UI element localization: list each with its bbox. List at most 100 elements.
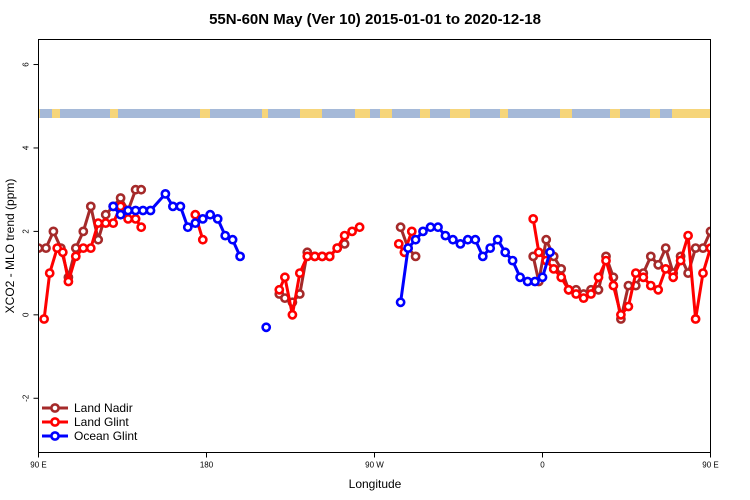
x-tick-label: 90 E [30,461,46,470]
ocean-strip-segment [392,109,420,118]
data-point [705,243,711,253]
data-point [556,272,567,283]
data-point [653,284,664,295]
data-point [545,247,555,258]
data-point [563,284,574,295]
data-point [737,203,744,210]
data-point [395,222,406,233]
y-tick-label: 4 [22,145,31,150]
data-point [227,234,238,245]
data-point [586,289,596,299]
data-point [578,293,589,303]
data-point [571,289,581,299]
y-tick-label: 2 [22,229,31,234]
data-point [433,222,443,233]
data-point [78,243,89,253]
data-point [410,234,421,245]
ocean-strip-segment [660,109,672,118]
data-point [235,251,245,262]
data-point [136,222,147,233]
data-point [418,226,428,237]
data-point [744,203,750,210]
y-axis-label: XCO2 - MLO trend (ppm) [3,179,17,314]
ocean-strip-segment [268,109,300,118]
data-point [744,211,750,218]
data-point [403,243,413,253]
data-point [220,230,231,241]
chart-title: 55N-60N May (Ver 10) 2015-01-01 to 2020-… [209,11,541,28]
data-point [274,284,285,295]
legend-item-land-glint: Land Glint [42,415,129,429]
ocean-strip-segment [322,109,355,118]
data-point [136,184,147,195]
data-point [729,253,736,260]
data-point [537,272,548,283]
ocean-strip-segment [210,109,262,118]
data-point [70,251,81,262]
y-tick-label: 0 [22,312,31,317]
data-point [44,268,55,278]
data-point [93,218,104,228]
data-point [108,218,119,228]
data-point [698,243,708,253]
data-point [744,220,750,227]
series-line [740,194,750,215]
data-point [70,243,81,253]
legend-label-land-glint: Land Glint [74,415,129,429]
data-point [601,255,611,266]
data-point [485,243,496,253]
data-point [190,218,201,228]
legend-marker-ocean-glint [50,431,60,441]
land-ocean-strip [38,109,711,118]
data-point [470,234,481,245]
data-point [115,193,126,203]
data-point [638,272,649,283]
legend: Land Nadir Land Glint Ocean Glint [42,401,138,443]
data-point [93,234,104,245]
ocean-strip-segment [470,109,500,118]
data-point [616,309,626,320]
data-point [324,251,335,262]
series-land-glint [39,201,750,324]
legend-item-ocean-glint: Ocean Glint [42,429,138,443]
data-point [653,259,664,270]
data-point [57,247,68,258]
legend-label-ocean-glint: Ocean Glint [74,429,138,443]
series-ocean-glint [108,188,750,333]
data-point [302,251,313,262]
data-point [48,226,59,237]
data-point [39,314,49,324]
data-point [261,322,272,333]
ocean-strip-segment [370,109,380,118]
data-point [100,209,111,220]
x-tick-label: 0 [540,461,545,470]
data-point [630,268,641,278]
ocean-strip-segment [118,109,200,118]
y-tick-label: 6 [22,62,31,67]
y-axis: -2 0 2 4 6 [22,62,39,402]
data-point [690,314,701,324]
data-point [440,230,451,241]
x-axis: 90 E 180 90 W 0 90 E [30,452,719,470]
data-point [533,247,544,258]
ocean-strip-segment [620,109,650,118]
data-point [705,226,711,237]
x-axis-label: Longitude [349,477,402,491]
data-point [698,268,708,278]
data-point [279,272,290,283]
data-point [675,255,686,266]
data-point [182,222,193,233]
data-point [41,243,51,253]
ocean-strip-segment [40,109,52,118]
data-point [660,263,671,274]
data-point [190,209,201,220]
data-point [729,245,736,252]
data-point [205,209,216,220]
data-point [167,201,178,212]
data-point [395,297,406,308]
data-point [477,251,488,262]
data-point [548,263,559,274]
x-tick-label: 180 [200,461,214,470]
data-point [668,272,679,283]
